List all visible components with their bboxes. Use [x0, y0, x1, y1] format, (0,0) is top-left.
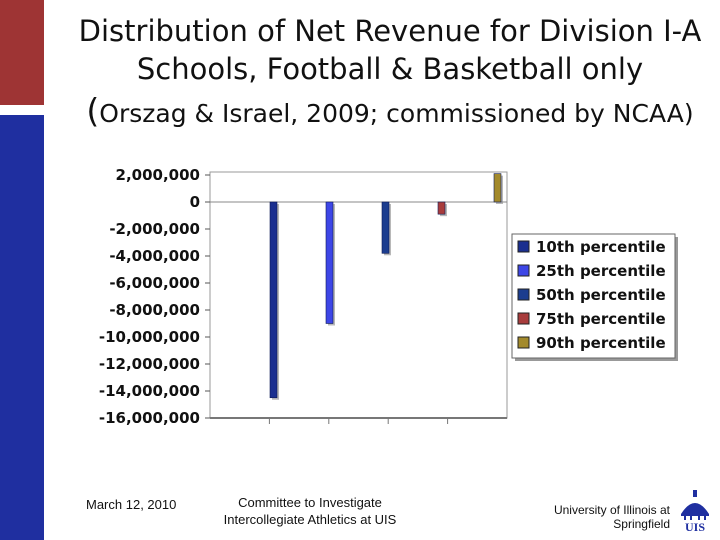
legend-label-2: 25th percentile [536, 262, 666, 280]
footer-date: March 12, 2010 [86, 497, 177, 512]
footer-university: University of Illinois at Springfield [553, 503, 670, 531]
y-tick-label: -16,000,000 [99, 409, 200, 427]
y-tick-label: -2,000,000 [109, 220, 200, 238]
y-tick-label: 0 [190, 193, 200, 211]
accent-bar-blue [0, 115, 44, 540]
y-tick-label: 2,000,000 [116, 166, 200, 184]
bar-3 [381, 201, 390, 254]
uis-logo: UIS [681, 490, 709, 532]
legend-swatch-5 [517, 336, 530, 349]
title-citation: Orszag & Israel, 2009; commissioned by N… [99, 99, 694, 128]
legend-swatch-2 [517, 264, 530, 277]
legend-swatch-1 [517, 240, 530, 253]
plot-area [209, 171, 508, 419]
y-tick-label: -8,000,000 [109, 301, 200, 319]
title-paren: ( [86, 91, 100, 130]
y-tick-label: -10,000,000 [99, 328, 200, 346]
accent-bar-red [0, 0, 44, 105]
bar-1 [269, 201, 278, 399]
y-tick-label: -14,000,000 [99, 382, 200, 400]
legend-label-3: 50th percentile [536, 286, 666, 304]
legend-label-5: 90th percentile [536, 334, 666, 352]
legend-swatch-4 [517, 312, 530, 325]
bar-4 [437, 201, 446, 215]
y-tick-label: -4,000,000 [109, 247, 200, 265]
title-line-2: (Orszag & Israel, 2009; commissioned by … [60, 94, 720, 131]
y-tick-label: -12,000,000 [99, 355, 200, 373]
legend [511, 233, 676, 359]
footer-committee: Committee to Investigate Intercollegiate… [223, 495, 397, 527]
bar-2 [325, 201, 334, 324]
title-line-1: Distribution of Net Revenue for Division… [78, 14, 702, 86]
legend-label-4: 75th percentile [536, 310, 666, 328]
y-tick-label: -6,000,000 [109, 274, 200, 292]
slide-title: Distribution of Net Revenue for Division… [60, 12, 720, 131]
bar-5 [493, 173, 502, 203]
legend-label-1: 10th percentile [536, 238, 666, 256]
legend-swatch-3 [517, 288, 530, 301]
logo-text: UIS [685, 520, 705, 532]
